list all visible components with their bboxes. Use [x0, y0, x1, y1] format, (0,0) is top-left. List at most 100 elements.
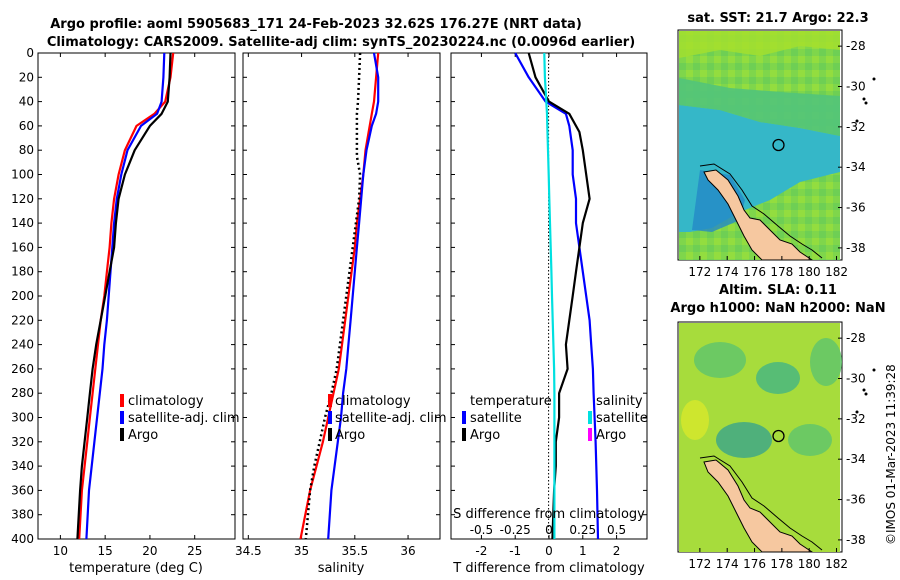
legend-swatch-t-argo	[462, 428, 466, 441]
x-tick-label: -2	[475, 544, 487, 558]
s-difference-label: S difference from climatology	[453, 507, 645, 522]
sst-map-panel: sat. SST: 21.7 Argo: 22.3 172 174 176 178 18…	[677, 11, 876, 279]
x-tick-label: 15	[98, 544, 113, 558]
sla-map-ticks: 172 174 176 178 180 182 -28 -30 -32 -34 -36 -38	[688, 331, 865, 571]
title-line1: Argo profile: aoml 5905683_171 24-Feb-20…	[50, 17, 582, 32]
series-line	[527, 52, 591, 540]
map-x-tick-label: 174	[716, 557, 739, 571]
sst-warm-band	[679, 31, 840, 58]
sla-blob	[756, 362, 800, 394]
legend-t-satellite: satellite	[470, 411, 522, 426]
map-x-tick-label: 178	[770, 557, 793, 571]
legend-swatch-satellite	[328, 411, 332, 424]
salinity-x-ticks: 34.5 35 35.5 36	[235, 53, 416, 558]
s-tick-label: 0.25	[569, 523, 596, 537]
y-tick-label: 400	[11, 532, 34, 546]
sst-mid-region	[679, 78, 840, 136]
series-line	[327, 52, 380, 540]
difference-y-ticks	[451, 52, 647, 540]
map-x-tick-label: 176	[743, 265, 766, 279]
s-tick-label: 0.5	[607, 523, 626, 537]
sla-contour	[699, 455, 823, 551]
legend-swatch-s-satellite	[588, 411, 592, 424]
sst-map-title: sat. SST: 21.7 Argo: 22.3	[687, 11, 868, 26]
temperature-lines	[76, 52, 175, 540]
island-dot	[862, 97, 866, 101]
y-tick-label: 60	[19, 119, 34, 133]
legend-swatch-argo	[120, 428, 124, 441]
salinity-panel: 34.5 35 35.5 36 climatology satellite-adj. …	[235, 52, 447, 576]
y-tick-label: 240	[11, 338, 34, 352]
s-difference-ticks: -0.5 -0.25 0 0.25 0.5	[470, 523, 626, 537]
temperature-panel: 0 20 40 60 80 100 120 140 160 180 200 220 240 260 280 3…	[11, 46, 240, 576]
legend-swatch-climatology	[120, 394, 124, 407]
legend-swatch-t-satellite	[462, 411, 466, 424]
salinity-xlabel: salinity	[318, 561, 365, 576]
x-tick-label: 34.5	[235, 544, 262, 558]
legend-climatology: climatology	[335, 394, 411, 409]
salinity-lines	[299, 52, 380, 540]
watermark: ©IMOS 01-Mar-2023 11:39:28	[884, 364, 898, 545]
y-tick-label: 0	[26, 46, 34, 60]
y-tick-label: 340	[11, 459, 34, 473]
sla-blob	[716, 422, 772, 458]
map-y-tick-label: -32	[846, 120, 866, 134]
y-tick-label: 300	[11, 411, 34, 425]
map-y-tick-label: -34	[846, 160, 866, 174]
island-dot	[855, 119, 859, 123]
x-tick-label: 2	[613, 544, 621, 558]
sla-blob	[810, 338, 842, 386]
legend-argo: Argo	[335, 428, 365, 443]
legend-s-satellite: satellite	[596, 411, 648, 426]
s-tick-label: 0	[545, 523, 553, 537]
map-y-tick-label: -32	[846, 412, 866, 426]
salinity-legend: climatology satellite-adj. clim Argo	[328, 394, 447, 443]
y-tick-label: 320	[11, 435, 34, 449]
y-tick-label: 200	[11, 289, 34, 303]
sla-blob	[788, 424, 832, 456]
map-x-tick-label: 180	[798, 265, 821, 279]
legend-swatch-satellite	[120, 411, 124, 424]
map-x-tick-label: 180	[798, 557, 821, 571]
map-y-tick-label: -36	[846, 493, 866, 507]
sla-map-panel: Altim. SLA: 0.11 Argo h1000: NaN h2000: …	[670, 283, 885, 571]
t-difference-label: T difference from climatology	[452, 561, 645, 576]
salinity-y-ticks	[243, 52, 440, 540]
x-tick-label: 35.5	[341, 544, 368, 558]
temperature-xlabel: temperature (deg C)	[69, 561, 203, 576]
map-x-tick-label: 176	[743, 557, 766, 571]
sst-land	[703, 169, 814, 261]
difference-legend-right: salinity satellite Argo	[588, 394, 648, 443]
s-tick-label: -0.25	[500, 523, 531, 537]
x-tick-label: 0	[545, 544, 553, 558]
island-dot	[872, 77, 876, 81]
sst-contour	[699, 163, 823, 259]
legend-satellite-adj: satellite-adj. clim	[335, 411, 447, 426]
x-tick-label: 25	[187, 544, 202, 558]
map-y-tick-label: -28	[846, 39, 866, 53]
map-y-tick-label: -30	[846, 79, 866, 93]
series-line	[78, 52, 175, 540]
map-y-tick-label: -34	[846, 452, 866, 466]
sst-map-ticks: 172 174 176 178 180 182 -28 -30 -32 -34 -36 -38	[688, 39, 865, 279]
y-tick-label: 260	[11, 362, 34, 376]
x-tick-label: -1	[509, 544, 521, 558]
legend-argo: Argo	[128, 428, 158, 443]
y-tick-label: 100	[11, 168, 34, 182]
x-tick-label: 36	[400, 544, 415, 558]
series-line	[543, 52, 556, 539]
island-dot	[864, 392, 868, 396]
y-tick-label: 40	[19, 95, 34, 109]
s-tick-label: -0.5	[470, 523, 493, 537]
map-x-tick-label: 172	[688, 265, 711, 279]
legend-satellite-adj: satellite-adj. clim	[128, 411, 240, 426]
island-dot	[864, 101, 868, 105]
difference-lines	[514, 52, 600, 540]
map-y-tick-label: -30	[846, 371, 866, 385]
series-line	[76, 52, 172, 540]
salinity-axes-box	[242, 52, 441, 540]
map-x-tick-label: 182	[825, 265, 848, 279]
series-line	[514, 52, 600, 540]
y-tick-label: 20	[19, 70, 34, 84]
